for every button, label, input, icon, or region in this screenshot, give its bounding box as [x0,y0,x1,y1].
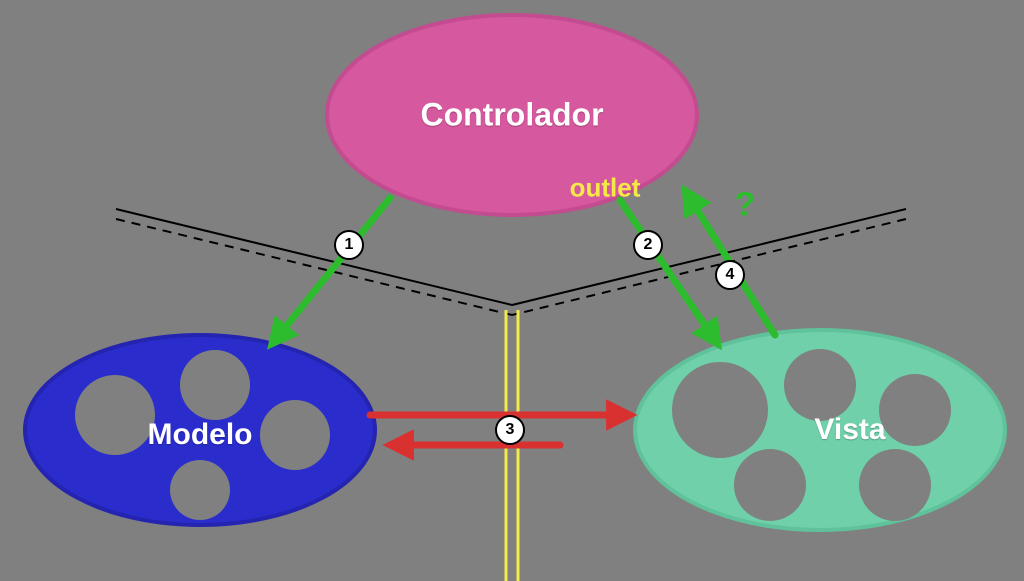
diagram-svg [0,0,1024,581]
badge-4: 4 [715,260,745,290]
model-label: Modelo [148,418,253,452]
badge-1: 1 [334,230,364,260]
badge-3: 3 [495,415,525,445]
view-label: Vista [814,413,885,447]
question-mark-label: ? [735,186,756,225]
outlet-label: outlet [570,173,641,204]
controller-label: Controlador [420,97,603,134]
diagram-canvas: Controlador Modelo Vista outlet ? 1 2 3 … [0,0,1024,581]
badge-2: 2 [633,230,663,260]
